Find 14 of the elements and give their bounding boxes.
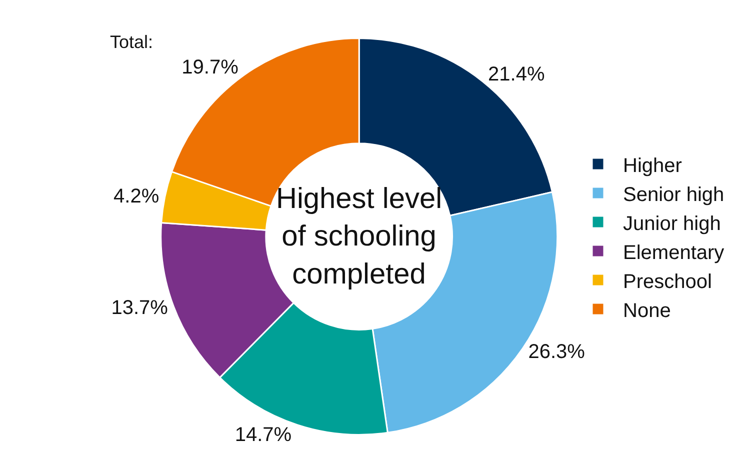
- legend-label: Junior high: [623, 212, 721, 235]
- text: Total:: [110, 32, 154, 52]
- data-label: 14.7%: [234, 424, 292, 446]
- legend-label: Preschool: [623, 270, 712, 293]
- data-label: 4.2%: [114, 185, 160, 208]
- legend-label: Elementary: [623, 242, 724, 264]
- legend-label: Senior high: [623, 184, 724, 206]
- legend-label: None: [623, 300, 671, 322]
- data-label: 26.3%: [528, 340, 586, 363]
- data-label: 19.7%: [182, 56, 239, 79]
- data-label: 21.4%: [488, 64, 545, 86]
- data-label: 13.7%: [111, 296, 168, 319]
- legend-label: Higher: [623, 154, 682, 177]
- text: Highest level of schooling completed: [276, 183, 442, 290]
